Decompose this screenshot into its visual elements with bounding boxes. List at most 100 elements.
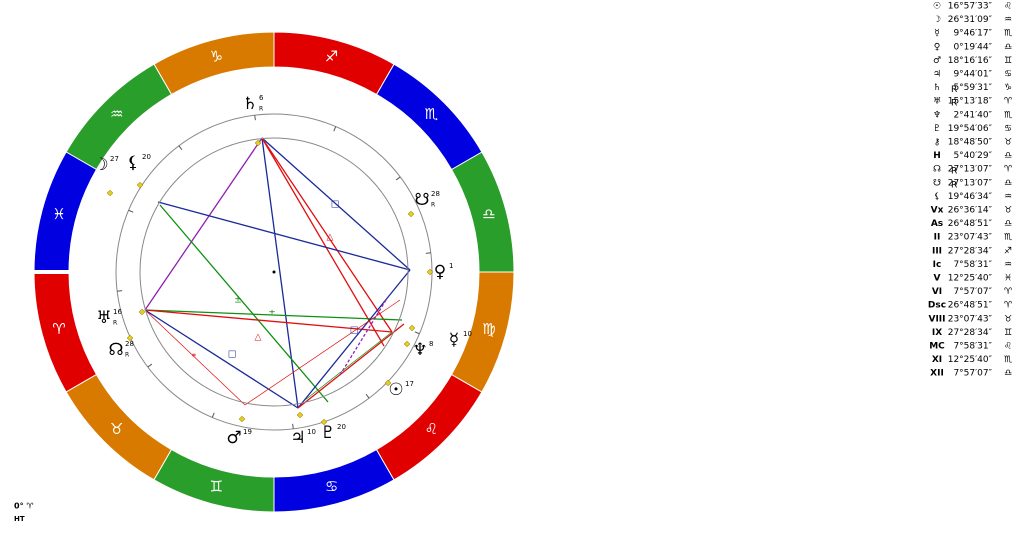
position-marker xyxy=(407,210,415,218)
planet-glyph: ☊ xyxy=(108,340,123,360)
row-body: ⚸ xyxy=(934,192,941,202)
row-sign: ♉ xyxy=(1004,314,1012,324)
row-position: 27°28′34″ xyxy=(948,246,993,256)
aspect-glyph: △ xyxy=(255,333,262,343)
planet-retro: R xyxy=(259,106,263,113)
cusp-tick xyxy=(292,423,294,429)
sign-glyph: ♒ xyxy=(110,105,123,123)
sign-glyph: ♓ xyxy=(52,205,65,223)
row-retro: R xyxy=(951,85,957,95)
position-marker xyxy=(106,189,114,197)
row-position: 15°13′18″ xyxy=(948,97,993,107)
row-body: ♆ xyxy=(933,110,941,120)
row-position: 19°54′06″ xyxy=(948,124,993,134)
row-sign: ♏ xyxy=(1004,233,1012,243)
row-sign: ♋ xyxy=(1004,124,1012,134)
planet-glyph: ♃ xyxy=(290,428,305,448)
start-label: 0° ♈ xyxy=(14,502,34,511)
row-body: MC xyxy=(929,342,945,352)
planet-degree: 28 xyxy=(431,190,440,198)
row-position: 26°48′51″ xyxy=(948,301,993,311)
row-position: 5°59′31″ xyxy=(953,83,992,93)
row-retro: R xyxy=(951,180,957,190)
cusp-tick xyxy=(147,363,153,368)
row-sign: ♎ xyxy=(1004,369,1012,379)
row-position: 18°48′50″ xyxy=(948,138,993,148)
row-body: Vx xyxy=(931,206,944,216)
row-sign: ♎ xyxy=(1004,151,1012,161)
row-position: 12°25′40″ xyxy=(948,355,993,365)
planet-degree: 6 xyxy=(259,94,264,102)
row-sign: ♎ xyxy=(1004,178,1012,188)
row-position: 2°41′40″ xyxy=(953,110,992,120)
aspect-lines xyxy=(144,137,411,409)
position-marker xyxy=(426,268,434,276)
row-position: 16°57′33″ xyxy=(948,2,993,12)
row-sign: ♉ xyxy=(1004,138,1012,148)
planet-glyph: ♄ xyxy=(242,94,257,114)
planet-retro: R xyxy=(431,202,435,209)
row-body: ♂ xyxy=(933,56,941,66)
row-position: 7°57′07″ xyxy=(953,287,992,297)
sign-glyph: ♎ xyxy=(482,205,495,223)
planet-degree: 28 xyxy=(125,340,134,348)
planet-glyph: ⚸ xyxy=(127,153,139,173)
row-sign: ♎ xyxy=(1004,219,1012,229)
sign-glyph: ♏ xyxy=(425,105,439,123)
cusp-tick xyxy=(117,290,123,292)
row-position: 27°13′07″ xyxy=(948,165,993,175)
planet-degree: 20 xyxy=(337,423,346,431)
row-body: III xyxy=(932,246,942,256)
position-marker xyxy=(238,415,246,423)
row-sign: ♋ xyxy=(1004,70,1012,80)
planet-glyph: ♇ xyxy=(320,423,335,443)
row-sign: ♏ xyxy=(1004,29,1012,39)
position-marker xyxy=(408,324,416,332)
row-body: IX xyxy=(932,328,942,338)
cusp-tick xyxy=(395,176,401,181)
sign-glyph: ♍ xyxy=(482,320,495,338)
row-retro: R xyxy=(951,99,957,109)
cusp-tick xyxy=(365,393,370,399)
planet-glyph: ☿ xyxy=(449,330,459,350)
row-retro: R xyxy=(951,167,957,177)
planet-degree: 27 xyxy=(110,155,119,163)
planet-degree: 19 xyxy=(243,428,252,436)
row-position: 9°44′01″ xyxy=(953,70,992,80)
planet-degree: 1 xyxy=(449,262,453,270)
row-sign: ♏ xyxy=(1004,355,1012,365)
row-body: Ic xyxy=(933,260,942,270)
aspect-glyph: * xyxy=(192,353,197,363)
cusp-tick xyxy=(178,145,183,151)
planet-degree: 17 xyxy=(405,380,414,388)
row-position: 18°16′16″ xyxy=(948,56,993,66)
row-sign: ♒ xyxy=(1004,192,1012,202)
sign-glyph: ♉ xyxy=(110,420,123,438)
row-position: 27°28′34″ xyxy=(948,328,993,338)
row-body: ☿ xyxy=(934,29,940,39)
planet-glyph: ♅ xyxy=(96,308,111,328)
row-position: 26°36′14″ xyxy=(948,206,993,216)
row-position: 7°57′07″ xyxy=(953,369,992,379)
row-sign: ♌ xyxy=(1004,2,1012,12)
position-marker xyxy=(296,411,304,419)
planet-degree: 8 xyxy=(429,340,433,348)
sign-glyph: ♊ xyxy=(210,477,223,495)
position-marker xyxy=(320,418,328,426)
row-sign: ♌ xyxy=(1004,342,1012,352)
row-position: 7°58′31″ xyxy=(953,260,992,270)
inner-circle xyxy=(139,137,409,407)
row-body: V xyxy=(934,274,941,284)
sign-glyph: ♐ xyxy=(325,48,338,66)
cusp-tick xyxy=(333,126,337,132)
row-sign: ♑ xyxy=(1004,83,1012,93)
row-body: As xyxy=(931,219,943,229)
row-position: 9°46′17″ xyxy=(953,29,992,39)
planet-glyph: ☉ xyxy=(388,380,403,400)
cusp-tick xyxy=(211,412,215,418)
planet-glyph: ♀ xyxy=(434,262,446,282)
cusp-tick xyxy=(254,115,256,121)
row-body: ☉ xyxy=(933,2,941,12)
position-marker xyxy=(136,181,144,189)
